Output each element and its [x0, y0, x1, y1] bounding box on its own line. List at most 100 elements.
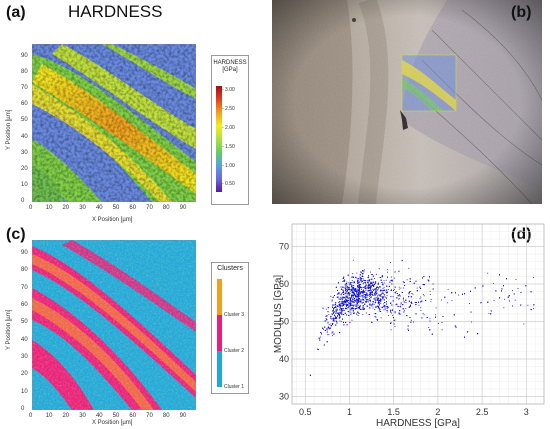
- scatter-point: [403, 282, 405, 283]
- scatter-point: [343, 303, 345, 305]
- scatter-point: [370, 286, 372, 288]
- plot-frame: [291, 223, 545, 405]
- scatter-point: [394, 312, 396, 314]
- scatter-point: [356, 304, 358, 306]
- scatter-point: [350, 312, 352, 314]
- scatter-point: [333, 307, 335, 309]
- cluster-colorbar-2: [217, 315, 222, 351]
- scatter-point: [462, 293, 463, 295]
- scatter-point: [339, 320, 341, 322]
- scatter-point: [361, 289, 362, 290]
- scatter-point: [354, 299, 356, 301]
- scatter-point: [373, 303, 375, 305]
- hardness-legend: HARDNESS [GPa] - 3.00 - 2.50 - 2.00 - 1.50 - …: [211, 55, 249, 205]
- scatter-point: [327, 334, 329, 336]
- scatter-point: [357, 285, 359, 287]
- scatter-point: [383, 296, 385, 298]
- scatter-point: [364, 293, 366, 295]
- scatter-point: [386, 301, 387, 303]
- scatter-point: [358, 282, 360, 284]
- scatter-point: [342, 280, 344, 282]
- scatter-point: [381, 306, 383, 308]
- scatter-point: [347, 304, 349, 306]
- scatter-point: [360, 292, 362, 294]
- scatter-point: [352, 298, 354, 300]
- scatter-point: [332, 309, 334, 311]
- scatter-point: [374, 316, 376, 317]
- panel-c-xtick: 20: [62, 413, 70, 419]
- scatter-point: [320, 333, 322, 335]
- scatter-point: [343, 293, 345, 295]
- scatter-point: [335, 302, 337, 304]
- scatter-point: [378, 300, 380, 302]
- scatter-point: [379, 308, 380, 310]
- scatter-point: [373, 285, 375, 287]
- scatter-point: [399, 306, 401, 308]
- scatter-point: [370, 282, 371, 284]
- scatter-point: [391, 312, 392, 314]
- scatter-point: [350, 300, 352, 302]
- scatter-point: [369, 279, 371, 280]
- scatter-point: [335, 306, 337, 308]
- scatter-point: [365, 289, 367, 291]
- scatter-point: [351, 292, 353, 294]
- scatter-point: [360, 295, 362, 297]
- scatter-point: [369, 307, 371, 308]
- scatter-point: [377, 288, 379, 290]
- scatter-point: [355, 290, 357, 292]
- scatter-point: [374, 294, 376, 295]
- scatter-point: [373, 289, 375, 291]
- scatter-point: [346, 303, 348, 305]
- scatter-point: [349, 284, 351, 286]
- cluster-2-label: Cluster 2: [224, 348, 245, 354]
- scatter-point: [354, 293, 356, 295]
- scatter-point: [385, 291, 387, 293]
- scatter-point: [410, 302, 412, 303]
- scatter-point: [447, 288, 449, 290]
- scatter-point: [351, 282, 353, 284]
- scatter-point: [388, 285, 390, 287]
- scatter-point: [357, 281, 359, 282]
- scatter-point: [365, 296, 367, 298]
- scatter-point: [348, 297, 350, 299]
- scatter-point: [332, 313, 333, 315]
- scatter-point: [435, 314, 436, 316]
- scatter-point: [390, 309, 391, 311]
- scatter-point: [361, 294, 363, 296]
- scatter-point: [401, 292, 403, 293]
- scatter-point: [366, 293, 368, 295]
- scatter-point: [328, 334, 330, 336]
- scatter-point: [377, 307, 379, 309]
- scatter-point: [379, 286, 381, 288]
- scatter-point: [320, 332, 322, 333]
- scatter-point: [345, 290, 346, 291]
- scatter-point: [353, 298, 355, 300]
- scatter-point: [381, 299, 383, 301]
- scatter-point: [389, 281, 391, 283]
- scatter-point: [503, 307, 505, 309]
- scatter-point: [350, 298, 352, 299]
- scatter-point: [366, 287, 368, 289]
- scatter-point: [343, 292, 345, 294]
- scatter-point: [374, 297, 376, 299]
- scatter-point: [327, 307, 329, 309]
- scatter-point: [369, 307, 371, 309]
- scatter-point: [365, 300, 367, 302]
- scatter-point: [412, 321, 414, 323]
- scatter-point: [398, 312, 400, 314]
- scatter-point: [365, 285, 367, 287]
- scatter-point: [379, 294, 381, 296]
- scatter-point: [341, 302, 343, 304]
- scatter-point: [376, 299, 378, 301]
- scatter-point: [430, 301, 432, 303]
- hardness-legend-tick: - 2.50: [222, 105, 235, 112]
- scatter-point: [371, 278, 373, 280]
- scatter-point: [514, 299, 516, 301]
- x-tick-label: 1: [347, 407, 352, 417]
- scatter-point: [359, 285, 360, 287]
- scatter-point: [371, 282, 373, 284]
- scatter-point: [369, 289, 371, 290]
- scatter-point: [382, 288, 384, 289]
- scatter-point: [383, 282, 385, 284]
- scatter-point: [327, 322, 329, 324]
